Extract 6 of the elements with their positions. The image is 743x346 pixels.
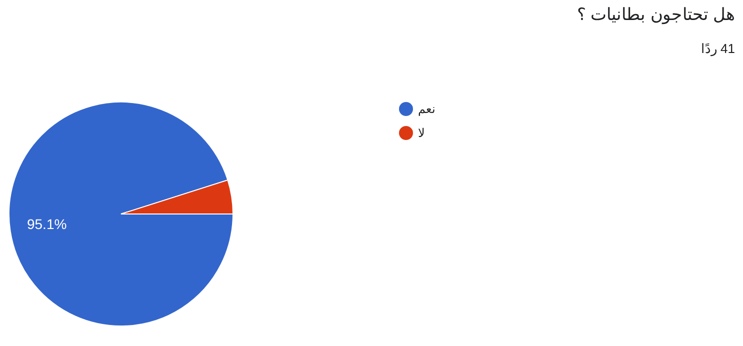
- pie-slice: [8, 102, 234, 326]
- legend-label: لا: [418, 126, 425, 140]
- data-label: 95.1%: [26, 216, 67, 232]
- text: 41 ردًا: [700, 41, 735, 57]
- text: هل تحتاجون بطانيات ؟: [576, 5, 735, 25]
- legend-label: نعم: [418, 102, 435, 116]
